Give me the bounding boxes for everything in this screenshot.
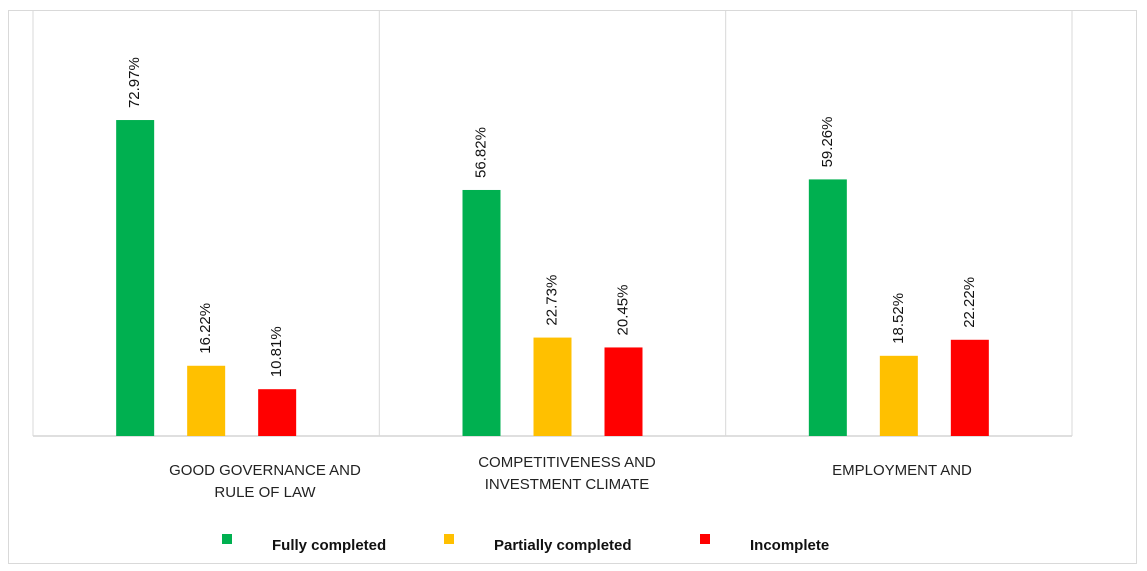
chart-frame <box>8 10 1137 564</box>
bar-incomplete <box>950 339 989 436</box>
legend-swatch-incomplete <box>700 534 710 544</box>
bar-fully-completed <box>808 179 847 436</box>
legend-label-partially-completed: Partially completed <box>494 537 632 554</box>
bar-partially-completed <box>879 355 918 436</box>
data-label: 56.82% <box>472 127 489 178</box>
bar-fully-completed <box>116 120 155 436</box>
bar-partially-completed <box>533 337 572 436</box>
legend-swatch-partially-completed <box>444 534 454 544</box>
legend-label-fully-completed: Fully completed <box>272 537 387 554</box>
legend-label-incomplete: Incomplete <box>750 537 830 554</box>
data-label: 22.22% <box>961 277 978 328</box>
data-label: 22.73% <box>543 275 560 326</box>
bar-partially-completed <box>187 365 226 436</box>
data-label: 59.26% <box>819 117 836 168</box>
data-label: 18.52% <box>890 293 907 344</box>
bar-fully-completed <box>462 189 501 436</box>
bar-incomplete <box>604 347 643 436</box>
data-label: 10.81% <box>268 326 285 377</box>
category-label-good-governance: GOOD GOVERNANCE AND RULE OF LAW <box>169 462 361 501</box>
data-label: 72.97% <box>126 57 143 108</box>
legend-swatch-fully-completed <box>222 534 232 544</box>
bar-incomplete <box>258 389 297 436</box>
category-label-employment: EMPLOYMENT AND <box>832 462 972 479</box>
chart-legend: Fully completed Partially completed Inco… <box>0 528 1147 558</box>
category-label-competitiveness: COMPETITIVENESS AND INVESTMENT CLIMATE <box>478 454 656 493</box>
data-label: 16.22% <box>197 303 214 354</box>
data-label: 20.45% <box>614 285 631 336</box>
